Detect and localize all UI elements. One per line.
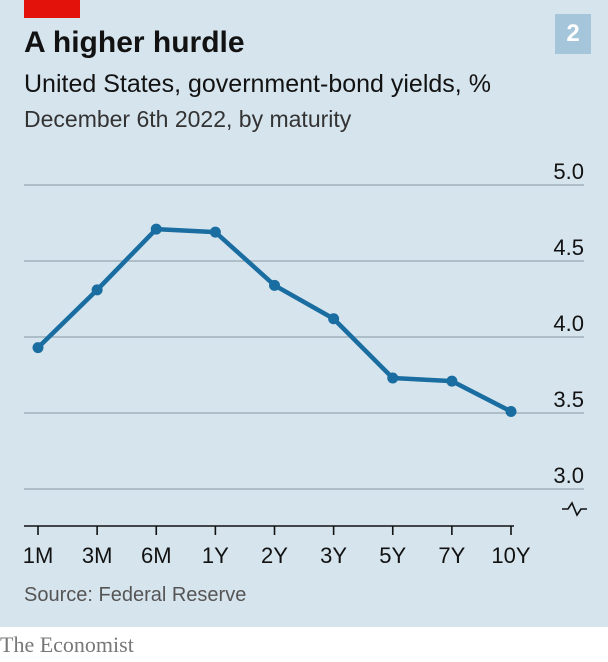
- data-point-2y: [269, 279, 280, 291]
- y-tick-label: 5.0: [553, 159, 584, 184]
- x-tick-label: 10Y: [491, 543, 530, 568]
- chart-title: A higher hurdle: [24, 26, 245, 59]
- brand-red-tag: [24, 0, 80, 18]
- axis-break-icon: [562, 501, 587, 517]
- y-tick-label: 3.0: [553, 463, 584, 488]
- source-note: Source: Federal Reserve: [24, 584, 247, 606]
- x-tick-label: 1M: [23, 543, 54, 568]
- y-tick-label: 4.5: [553, 235, 584, 260]
- series-yields: [32, 223, 517, 417]
- x-tick-label: 3Y: [320, 543, 347, 568]
- series-line: [35, 226, 514, 414]
- publisher-logo-text: The Economist: [0, 632, 134, 657]
- gridlines: [24, 184, 587, 517]
- line-chart: 5.0 4.5 4.0 3.5 3.0 1M 3M 6M 1Y 2Y 3Y 5Y 7Y 10Y: [23, 159, 587, 568]
- data-point-3y: [328, 313, 340, 325]
- y-axis-labels: 5.0 4.5 4.0 3.5 3.0: [553, 159, 584, 488]
- data-point-1y: [209, 226, 221, 238]
- data-point-7y: [446, 375, 458, 387]
- x-axis-labels: 1M 3M 6M 1Y 2Y 3Y 5Y 7Y 10Y: [23, 543, 531, 568]
- data-point-10y: [505, 405, 517, 417]
- x-tick-label: 3M: [82, 543, 113, 568]
- chart-panel: [0, 0, 608, 627]
- data-point-1m: [32, 342, 44, 354]
- x-tick-label: 5Y: [379, 543, 406, 568]
- y-tick-label: 3.5: [553, 387, 584, 412]
- chart-date-caption: December 6th 2022, by maturity: [24, 106, 352, 132]
- x-tick-label: 2Y: [261, 543, 288, 568]
- x-axis: [24, 525, 514, 535]
- x-tick-label: 7Y: [438, 543, 465, 568]
- chart-subtitle: United States, government-bond yields, %: [24, 70, 491, 98]
- x-tick-label: 1Y: [202, 543, 229, 568]
- data-point-3m: [91, 284, 103, 296]
- data-point-6m: [150, 223, 162, 235]
- y-tick-label: 4.0: [553, 311, 584, 336]
- data-point-5y: [387, 372, 399, 384]
- chart-number-badge: 2: [555, 14, 591, 54]
- x-tick-label: 6M: [141, 543, 172, 568]
